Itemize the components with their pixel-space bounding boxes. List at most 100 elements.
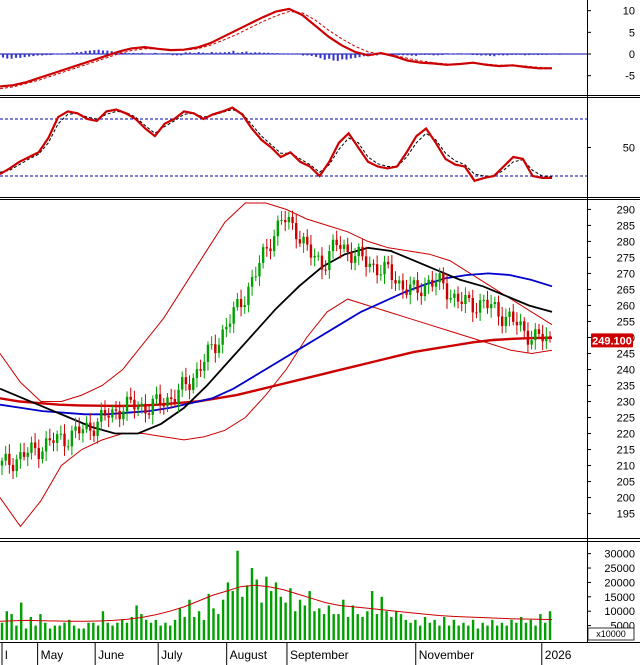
candle-body [383,261,386,275]
volume-bar [125,622,129,640]
candle-body [306,236,309,245]
volume-bar [543,622,547,640]
candle-body [460,301,463,304]
volume-bar [313,611,316,640]
candle-body [317,255,320,257]
macd-histogram-bar [258,52,261,55]
current-price-badge-box [591,333,633,348]
macd-histogram-bar [280,53,283,55]
candle-body [236,298,239,308]
volume-multiplier: x10000 [587,627,635,641]
candle-body [324,269,327,271]
candle-body [162,405,166,407]
candle-body [364,256,368,268]
macd-histogram-bar [284,53,287,55]
candle-body [497,301,500,317]
macd-histogram-bar [354,54,357,58]
candle-body [508,311,511,317]
price-tick-label: 205 [617,477,635,489]
macd-histogram-bar [471,54,474,56]
macd-histogram-bar [267,52,270,55]
macd-histogram-bar [132,52,135,55]
candle-body [89,422,92,431]
macd-histogram-bar [62,53,65,55]
candle-body [515,321,519,326]
volume-bar [173,619,177,640]
candle-body [548,336,552,338]
candle-body [217,344,221,353]
candle-body [453,293,456,298]
volume-bar [135,605,138,640]
volume-bar [447,625,451,640]
volume-bar [63,622,66,640]
macd-histogram-bar [423,54,426,55]
macd-histogram-bar [171,54,174,56]
candle-body [118,410,121,420]
macd-histogram-bar [349,54,352,59]
volume-bar [149,622,153,640]
volume-bar [491,619,494,640]
candle-body [482,299,485,301]
candle-body [445,283,449,300]
volume-bar [92,622,95,640]
volume-bar [154,619,158,640]
candle-body [103,409,107,416]
volume-bar [380,596,383,640]
macd-histogram-bar [223,52,226,55]
candle-body [287,216,291,223]
volume-bar [145,619,148,640]
volume-multiplier-label: x10000 [596,629,626,639]
candle-body [379,274,383,276]
candle-body [405,289,408,295]
candle-body [136,406,140,410]
macd-histogram-bar [219,52,222,55]
candle-body [320,255,324,270]
macd-histogram-bar [315,54,318,57]
volume-bar [409,622,412,640]
macd-histogram-bar [550,54,552,55]
volume-bar [510,619,513,640]
candle-body [537,329,541,334]
candle-body [37,448,40,460]
volume-bar [438,625,441,640]
macd-histogram-bar [428,54,431,55]
candle-body [92,430,96,436]
macd-histogram-bar [54,53,57,55]
macd-histogram-bar [341,54,344,60]
candle-body [416,280,419,293]
volume-bar [500,622,504,640]
volume-bar [423,616,427,640]
macd-histogram-bar [515,54,518,55]
macd-histogram-bar [15,54,18,58]
macd-histogram-bar [241,52,244,55]
volume-bar [495,625,499,640]
candle-body [394,280,397,284]
volume-bar [294,611,297,640]
macd-histogram-bar [197,52,200,55]
macd-histogram-bar [454,53,457,55]
candle-body [122,411,125,420]
candle-body [372,263,375,265]
macd-histogram-bar [215,52,218,55]
macd-histogram-bar [271,53,274,55]
macd-histogram-bar [32,54,35,57]
candle-body [158,394,162,406]
candle-body [52,440,55,443]
macd-histogram-bar [323,54,326,60]
volume-tick-label: 20000 [604,577,635,589]
candle-body [140,403,143,407]
candle-body [155,394,158,399]
candle-body [41,451,44,460]
candle-body [291,216,294,224]
macd-histogram-bar [228,51,231,55]
volume-bar [462,622,465,640]
volume-bar [212,608,215,640]
candle-body [456,293,460,302]
price-tick-label: 265 [617,284,635,296]
candle-body [85,422,88,430]
volume-bar [250,568,254,640]
volume-bar [188,599,191,640]
volume-bar [231,591,234,640]
macd-panel [0,7,587,90]
candle-body [199,369,202,371]
